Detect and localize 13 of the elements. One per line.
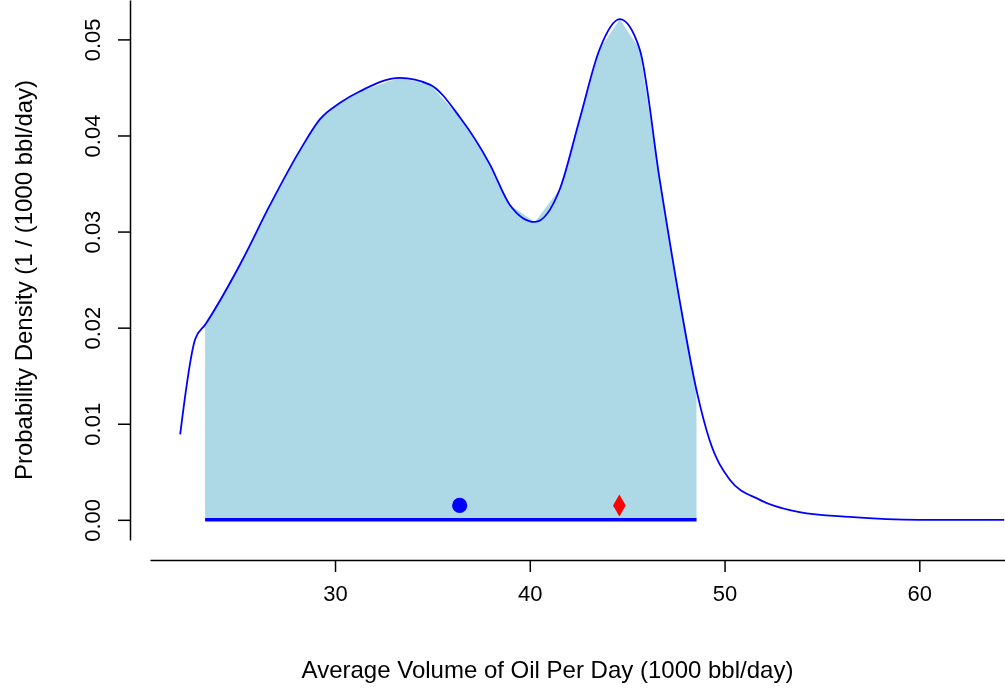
- y-tick-label: 0.02: [80, 306, 105, 350]
- y-axis-title: Probability Density (1 / (1000 bbl/day): [10, 79, 37, 481]
- x-axis-title: Average Volume of Oil Per Day (1000 bbl/day): [301, 656, 794, 683]
- x-tick-label: 50: [712, 581, 738, 607]
- x-tick-label: 60: [907, 581, 933, 607]
- y-tick-label: 0.01: [80, 402, 105, 446]
- x-tick-label: 30: [323, 581, 348, 607]
- y-tick-label: 0.00: [80, 498, 105, 542]
- y-tick-label: 0.04: [80, 114, 105, 158]
- y-tick-label: 0.05: [80, 18, 105, 62]
- line-series: [179, 18, 1005, 521]
- x-tick-label: 40: [518, 581, 543, 607]
- y-tick-label: 0.03: [80, 210, 105, 254]
